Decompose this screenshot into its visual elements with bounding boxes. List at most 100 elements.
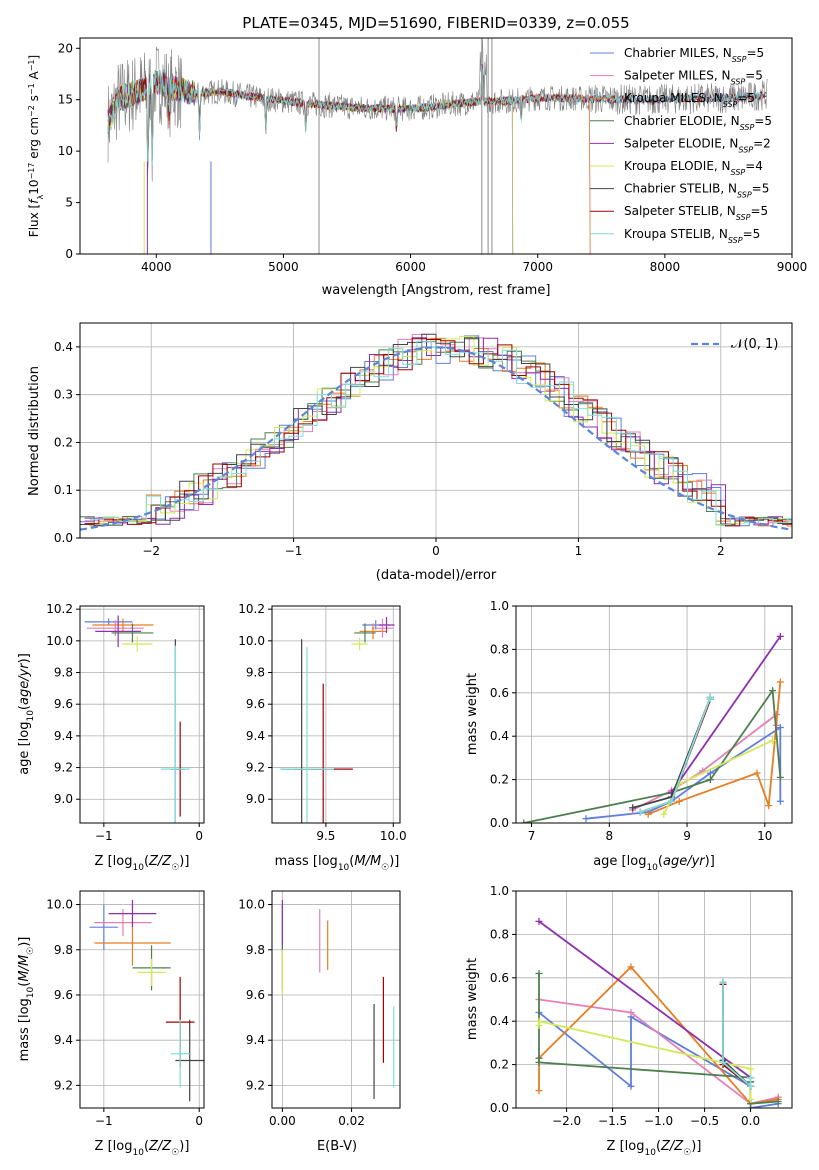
series-marker — [535, 969, 543, 977]
series-marker — [776, 632, 784, 640]
series-marker — [719, 1058, 727, 1066]
series-marker — [627, 1009, 635, 1017]
legend-entry: Chabrier ELODIE, NSSP=5 — [624, 114, 772, 132]
errorbar-point-4 — [95, 615, 142, 648]
x-tick-label: 1 — [575, 544, 583, 558]
y-tick-label: 0.0 — [54, 531, 73, 545]
legend-entry: Salpeter ELODIE, NSSP=2 — [624, 136, 771, 154]
series-marker — [706, 776, 714, 784]
y-tick-label: 10 — [58, 144, 73, 158]
x-tick-label: 0.02 — [338, 1114, 365, 1128]
y-tick-label: 0.6 — [490, 971, 509, 985]
legend-entry: Salpeter STELIB, NSSP=5 — [624, 204, 768, 222]
series-marker — [582, 815, 590, 823]
y-tick-label: 0.8 — [490, 927, 509, 941]
errorbar-point-8 — [161, 645, 190, 823]
x-axis-label: (data-model)/error — [376, 568, 497, 583]
errorbar-point-0 — [89, 904, 119, 950]
plot-area — [89, 900, 204, 1102]
series-marker — [636, 808, 644, 816]
y-axis-label: Normed distribution — [27, 366, 42, 496]
x-tick-label: 0 — [195, 829, 203, 843]
series-line-4 — [538, 920, 752, 1079]
x-tick-label: 7000 — [522, 260, 553, 274]
errorbar-point-4 — [108, 900, 157, 928]
y-axis-label: Flux [fλ10−17 erg cm−2 s−1 A−1] — [27, 55, 45, 237]
y-tick-label: 0.0 — [490, 816, 509, 830]
x-tick-label: 0.0 — [741, 1114, 760, 1128]
y-tick-label: 0.4 — [54, 340, 73, 354]
x-tick-label: −2 — [142, 544, 160, 558]
x-tick-label: −2.0 — [552, 1114, 581, 1128]
errorbar-point-4 — [378, 617, 395, 633]
x-tick-label: −1 — [285, 544, 303, 558]
gridlines — [272, 891, 400, 1108]
x-tick-label: 9000 — [777, 260, 808, 274]
series-line-1 — [538, 998, 779, 1105]
x-tick-label: 0.00 — [269, 1114, 296, 1128]
errorbar-point-5 — [137, 958, 166, 986]
series-line-4 — [670, 635, 782, 794]
series-marker — [769, 687, 777, 695]
x-tick-label: 5000 — [268, 260, 299, 274]
errorbar-point-2 — [94, 920, 171, 966]
series-marker — [535, 917, 543, 925]
y-axis-label: mass weight — [465, 673, 480, 755]
x-axis-label: Z [log10(Z/Z☉)] — [607, 1139, 702, 1158]
histogram-2 — [89, 337, 792, 527]
y-tick-label: 0.3 — [54, 388, 73, 402]
legend-entry: Kroupa STELIB, NSSP=5 — [624, 227, 760, 245]
series-line-0 — [538, 1011, 779, 1108]
series-marker — [776, 724, 784, 732]
series-marker — [675, 797, 683, 805]
legend-entry: 𝒩(0, 1) — [731, 337, 778, 352]
axes-frame — [79, 605, 205, 824]
axes-age_vs_z: −1 0 9.0 9.2 9.4 9.6 9.8 10.0 10.2 Z [log10(Z/Z☉)… — [17, 602, 205, 873]
plot-area — [80, 333, 792, 531]
series-marker — [706, 695, 714, 703]
y-tick-label: 0.2 — [54, 435, 73, 449]
x-tick-label: 7 — [528, 829, 536, 843]
histogram-4 — [84, 337, 792, 526]
x-tick-label: 9.5 — [316, 829, 335, 843]
series-marker — [660, 810, 668, 818]
series-marker — [644, 810, 652, 818]
histogram-8 — [89, 340, 792, 525]
y-tick-label: 0.6 — [490, 686, 509, 700]
series-marker — [776, 678, 784, 686]
x-tick-label: 2 — [717, 544, 725, 558]
x-axis-label: age [log10(age/yr)] — [593, 854, 715, 873]
axes-mass_weight_vs_z: −2.0 −1.5 −1.0 −0.5 0.0 0.0 0.2 0.4 0.6 0.8 1.0 Z [… — [465, 884, 793, 1158]
axes-frame — [515, 605, 793, 824]
errorbar-point-0 — [84, 618, 133, 626]
series-marker — [535, 1087, 543, 1095]
errorbar-point-8 — [170, 1019, 190, 1088]
series-marker — [535, 1058, 543, 1066]
axes-frame — [79, 37, 793, 255]
x-axis-label: mass [log10(M/M☉)] — [275, 854, 400, 873]
y-tick-label: 10.2 — [46, 602, 73, 616]
axes-frame — [79, 890, 205, 1109]
series-line-7 — [640, 698, 712, 813]
series-marker — [753, 769, 761, 777]
y-tick-label: 0 — [65, 247, 73, 261]
y-tick-label: 15 — [58, 93, 73, 107]
series-line-8 — [640, 696, 712, 813]
series-marker — [627, 963, 635, 971]
y-tick-label: 1.0 — [490, 884, 509, 898]
axes-mass_vs_z: −1 0 9.2 9.4 9.6 9.8 10.0 Z [log10(Z/Z☉)] mass [… — [17, 890, 205, 1158]
errorbar-point-5 — [351, 637, 368, 651]
x-axis-label: E(B-V) — [317, 1139, 357, 1154]
legend-entry: Kroupa ELODIE, NSSP=4 — [624, 159, 763, 177]
y-tick-label: 9.6 — [246, 697, 265, 711]
y-tick-label: 9.8 — [246, 666, 265, 680]
histogram-3 — [80, 336, 792, 525]
series-marker — [627, 1082, 635, 1090]
histogram-7 — [84, 338, 792, 527]
x-tick-label: 0 — [195, 1114, 203, 1128]
errorbar-point-2 — [92, 618, 154, 632]
legend-entry: Chabrier STELIB, NSSP=5 — [624, 182, 769, 200]
errorbar-point-5 — [121, 636, 153, 652]
y-tick-label: 10.0 — [46, 898, 73, 912]
series-marker — [747, 1065, 755, 1073]
